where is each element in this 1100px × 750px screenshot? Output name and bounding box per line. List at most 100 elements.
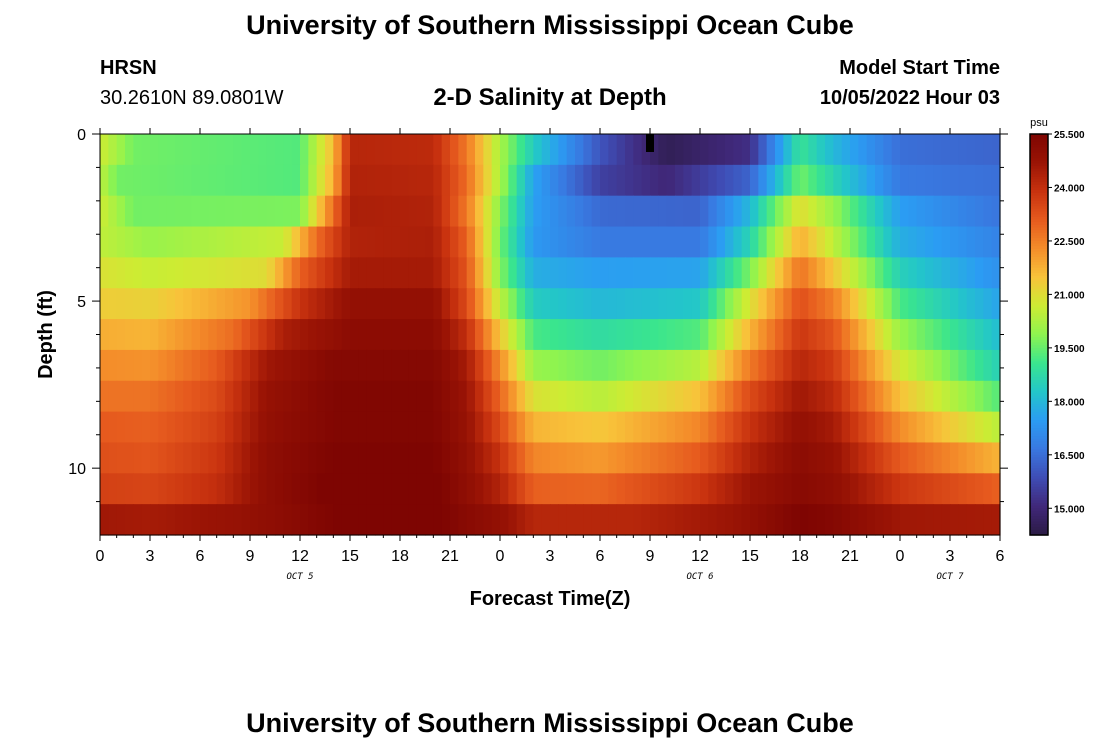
heatmap-cell	[575, 319, 584, 351]
heatmap-cell	[891, 504, 901, 536]
heatmap-cell	[400, 473, 409, 505]
heatmap-cell	[258, 411, 268, 444]
heatmap-cell	[516, 288, 526, 320]
heatmap-cell	[116, 134, 126, 166]
colorbar-segment	[1030, 144, 1048, 148]
heatmap-cell	[541, 134, 551, 166]
heatmap-cell	[458, 504, 468, 536]
heatmap-cell	[200, 411, 209, 444]
colorbar-segment	[1030, 147, 1048, 151]
heatmap-cell	[533, 504, 543, 536]
heatmap-cell	[716, 288, 726, 320]
heatmap-cell	[941, 134, 951, 166]
heatmap-cell	[858, 257, 868, 289]
heatmap-cell	[366, 411, 376, 444]
heatmap-cell	[966, 288, 976, 320]
heatmap-cell	[516, 349, 526, 382]
heatmap-cell	[650, 411, 659, 444]
heatmap-cell	[816, 349, 826, 382]
heatmap-cell	[275, 349, 284, 382]
heatmap-cell	[491, 411, 501, 444]
heatmap-cell	[150, 349, 159, 382]
heatmap-cell	[875, 319, 884, 351]
heatmap-cell	[441, 380, 451, 413]
heatmap-cell	[800, 349, 809, 382]
heatmap-cell	[416, 226, 426, 258]
heatmap-cell	[750, 288, 759, 320]
heatmap-cell	[158, 442, 168, 474]
heatmap-cell	[575, 411, 584, 444]
heatmap-cell	[566, 442, 576, 474]
heatmap-cell	[908, 164, 918, 197]
heatmap-cell	[500, 257, 509, 289]
heatmap-cell	[666, 134, 676, 166]
heatmap-cell	[950, 349, 959, 382]
heatmap-cell	[800, 473, 809, 505]
heatmap-cell	[116, 257, 126, 289]
heatmap-cell	[283, 380, 293, 413]
heatmap-cell	[841, 134, 851, 166]
heatmap-cell	[566, 411, 576, 444]
heatmap-cell	[333, 195, 343, 228]
heatmap-cell	[566, 226, 576, 258]
heatmap-cell	[308, 349, 318, 382]
heatmap-cell	[816, 319, 826, 351]
heatmap-cell	[291, 195, 301, 228]
heatmap-cell	[591, 226, 601, 258]
colorbar-segment	[1030, 401, 1048, 405]
heatmap-cell	[491, 319, 501, 351]
heatmap-cell	[733, 319, 743, 351]
colorbar-segment	[1030, 289, 1048, 293]
heatmap-cell	[450, 504, 459, 536]
heatmap-cell	[183, 134, 193, 166]
heatmap-cell	[341, 134, 351, 166]
heatmap-cell	[183, 226, 193, 258]
heatmap-cell	[500, 288, 509, 320]
colorbar-segment	[1030, 406, 1048, 410]
heatmap-cell	[141, 134, 151, 166]
heatmap-cell	[425, 319, 434, 351]
heatmap-cell	[558, 442, 568, 474]
heatmap-cell	[541, 411, 551, 444]
heatmap-cell	[225, 504, 234, 536]
heatmap-cell	[266, 319, 276, 351]
heatmap-cell	[858, 442, 868, 474]
heatmap-cell	[350, 349, 359, 382]
colorbar-segment	[1030, 452, 1048, 456]
heatmap-cell	[975, 473, 984, 505]
heatmap-cell	[766, 473, 776, 505]
heatmap-cell	[183, 319, 193, 351]
colorbar-segment	[1030, 412, 1048, 416]
heatmap-cell	[483, 442, 493, 474]
heatmap-cell	[916, 380, 926, 413]
heatmap-cell	[925, 134, 934, 166]
heatmap-cell	[541, 226, 551, 258]
heatmap-cell	[891, 257, 901, 289]
heatmap-cell	[633, 164, 643, 197]
heatmap-cell	[100, 349, 109, 382]
heatmap-cell	[758, 319, 768, 351]
heatmap-cell	[283, 226, 293, 258]
heatmap-cell	[683, 164, 693, 197]
heatmap-cell	[525, 473, 534, 505]
heatmap-cell	[516, 164, 526, 197]
heatmap-cell	[358, 226, 368, 258]
heatmap-cell	[316, 411, 326, 444]
heatmap-cell	[416, 411, 426, 444]
colorbar-segment	[1030, 243, 1048, 247]
heatmap-cell	[933, 349, 943, 382]
heatmap-cell	[133, 134, 143, 166]
heatmap-cell	[416, 288, 426, 320]
heatmap-cell	[983, 349, 993, 382]
heatmap-cell	[700, 164, 709, 197]
heatmap-cell	[108, 442, 118, 474]
heatmap-cell	[766, 504, 776, 536]
colorbar-segment	[1030, 206, 1048, 210]
heatmap-cell	[383, 288, 393, 320]
heatmap-cell	[983, 380, 993, 413]
colorbar-segment	[1030, 187, 1048, 191]
heatmap-cell	[250, 226, 259, 258]
heatmap-cell	[608, 442, 618, 474]
colorbar-segment	[1030, 387, 1048, 392]
heatmap-cell	[950, 504, 959, 536]
